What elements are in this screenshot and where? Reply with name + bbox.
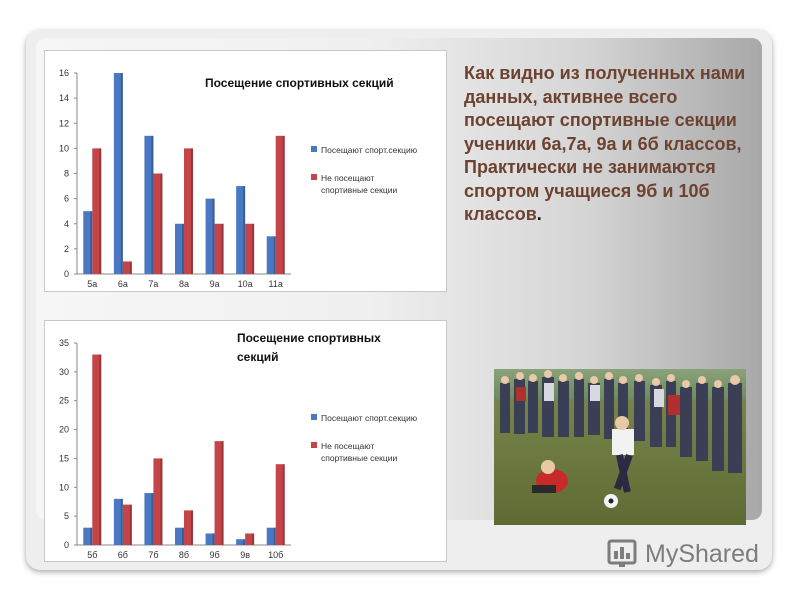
chart-title: секций xyxy=(237,350,278,364)
y-tick-label: 25 xyxy=(59,396,69,406)
x-category-label: 8а xyxy=(179,279,189,289)
y-tick-label: 6 xyxy=(64,194,69,204)
legend-swatch-2 xyxy=(311,442,317,448)
x-category-label: 7а xyxy=(148,279,158,289)
bar-5б-series-2 xyxy=(92,354,102,545)
myshared-logo[interactable]: MyShared xyxy=(607,538,759,570)
legend-swatch-2 xyxy=(311,174,317,180)
bar-chart-1: 0 2 4 6 8 10 12 14 16 5а 6а 7а 8а 9а 10а 11а Посещение с… xyxy=(59,68,418,289)
bar-6б-series-1 xyxy=(113,498,123,545)
chart-title: Посещение спортивных xyxy=(237,331,381,345)
chart-panel-1: 0 2 4 6 8 10 12 14 16 5а 6а 7а 8а 9а 10а 11а Посещение с… xyxy=(44,50,447,292)
legend-label-2: Не посещают xyxy=(321,173,374,183)
bar-9б-series-1 xyxy=(205,533,215,545)
bar-9а-series-1 xyxy=(205,198,215,274)
bar-6б-series-2 xyxy=(122,504,132,545)
bar-9б-series-2 xyxy=(214,441,224,545)
x-category-label: 5а xyxy=(87,279,97,289)
x-category-label: 9а xyxy=(210,279,220,289)
y-tick-label: 2 xyxy=(64,244,69,254)
legend-swatch-1 xyxy=(311,414,317,420)
y-tick-label: 35 xyxy=(59,338,69,348)
bar-7а-series-1 xyxy=(144,135,154,274)
x-category-label: 9б xyxy=(209,550,219,560)
bar-9в-series-1 xyxy=(236,539,246,545)
y-tick-label: 0 xyxy=(64,540,69,550)
y-tick-label: 20 xyxy=(59,425,69,435)
x-category-label: 7б xyxy=(148,550,158,560)
bar-10а-series-1 xyxy=(236,186,246,274)
y-tick-label: 30 xyxy=(59,367,69,377)
y-tick-label: 5 xyxy=(64,511,69,521)
y-tick-label: 8 xyxy=(64,169,69,179)
x-category-label: 11а xyxy=(269,279,283,289)
bar-11а-series-2 xyxy=(275,135,285,274)
bar-10б-series-1 xyxy=(266,527,276,545)
bar-9а-series-2 xyxy=(214,223,224,274)
bar-5а-series-2 xyxy=(92,148,102,274)
y-tick-label: 4 xyxy=(64,219,69,229)
bar-8а-series-2 xyxy=(184,148,193,274)
bar-7б-series-2 xyxy=(153,458,163,545)
bar-7а-series-2 xyxy=(153,173,163,274)
legend-swatch-1 xyxy=(311,146,317,152)
description-end: . xyxy=(536,204,542,224)
legend-label-2: спортивные секции xyxy=(321,185,397,195)
legend-label-1: Посещают спорт.секцию xyxy=(321,145,418,155)
x-category-label: 8б xyxy=(179,550,189,560)
x-category-label: 9в xyxy=(240,550,250,560)
legend-label-1: Посещают спорт.секцию xyxy=(321,413,418,423)
bar-6а-series-2 xyxy=(122,261,132,274)
bar-9в-series-2 xyxy=(245,533,255,545)
y-tick-label: 16 xyxy=(59,68,69,78)
x-category-label: 10б xyxy=(268,550,283,560)
bar-10б-series-2 xyxy=(275,464,285,545)
y-tick-label: 12 xyxy=(59,118,69,128)
legend-label-2: Не посещают xyxy=(321,441,374,451)
bar-5а-series-1 xyxy=(83,211,93,274)
bar-10а-series-2 xyxy=(245,223,255,274)
bar-11а-series-1 xyxy=(266,236,276,274)
y-tick-label: 15 xyxy=(59,453,69,463)
chart-title: Посещение спортивных секций xyxy=(205,76,394,90)
bar-5б-series-1 xyxy=(83,527,93,545)
x-category-label: 6а xyxy=(118,279,128,289)
x-category-label: 10а xyxy=(238,279,253,289)
slide-description: Как видно из полученных нами данных, акт… xyxy=(464,62,754,227)
x-category-label: 6б xyxy=(118,550,128,560)
bar-8б-series-1 xyxy=(175,527,184,545)
x-category-label: 5б xyxy=(87,550,97,560)
logo-text: MyShared xyxy=(645,539,759,568)
y-tick-label: 14 xyxy=(59,93,69,103)
y-tick-label: 0 xyxy=(64,269,69,279)
bar-8б-series-2 xyxy=(184,510,193,545)
bar-8а-series-1 xyxy=(175,223,184,274)
legend-label-2: спортивные секции xyxy=(321,453,397,463)
y-tick-label: 10 xyxy=(59,143,69,153)
bar-7б-series-1 xyxy=(144,493,154,545)
chart-panel-2: 0 5 10 15 20 25 30 35 5б 6б 7б 8б 9б 9в 10б Посещение с… xyxy=(44,320,447,562)
y-tick-label: 10 xyxy=(59,482,69,492)
description-text: Как видно из полученных нами данных, акт… xyxy=(464,63,746,224)
bar-chart-2: 0 5 10 15 20 25 30 35 5б 6б 7б 8б 9б 9в 10б Посещение с… xyxy=(59,331,418,560)
myshared-logo-icon xyxy=(607,539,637,567)
football-photo xyxy=(494,369,746,525)
bar-6а-series-1 xyxy=(113,73,123,274)
